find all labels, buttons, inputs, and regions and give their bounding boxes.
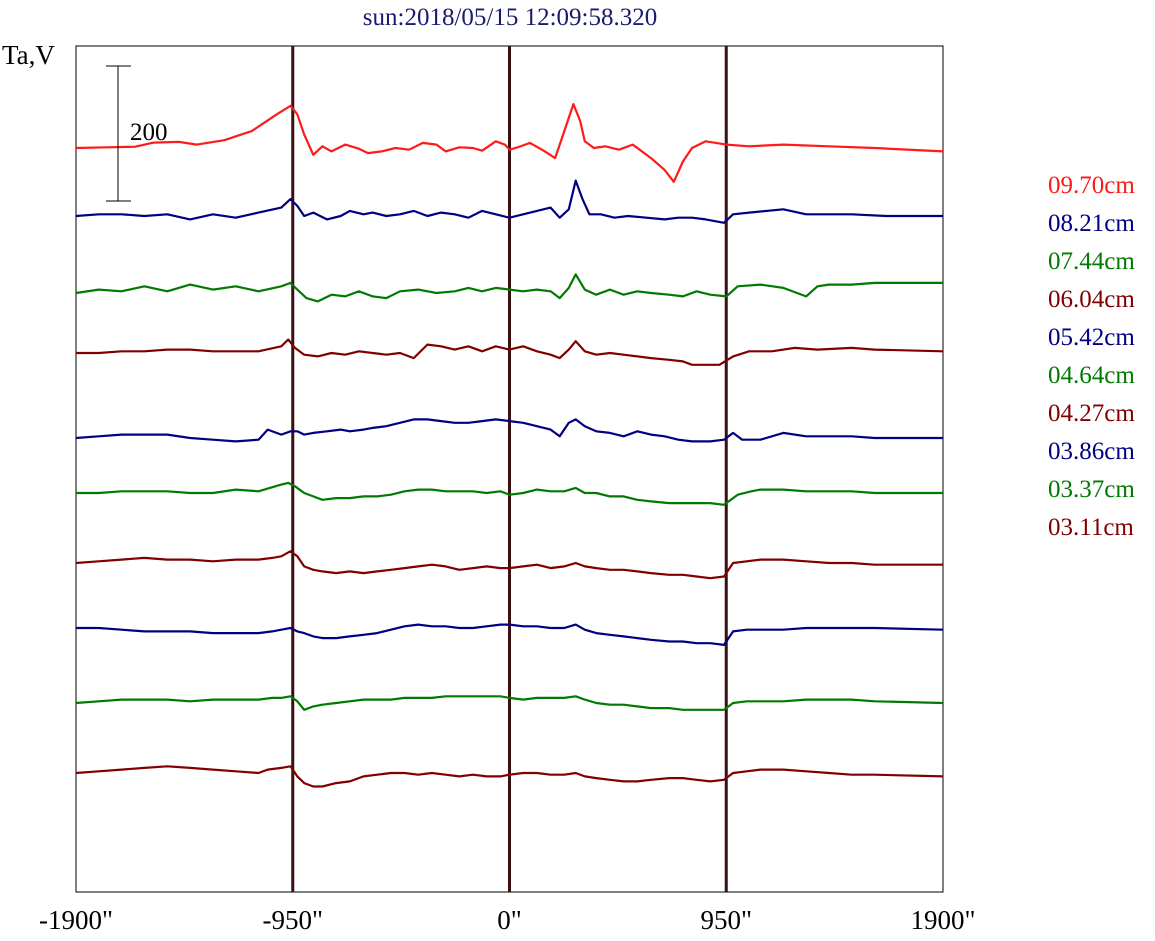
series-line-05.42cm bbox=[75, 418, 943, 443]
x-tick-label: -1900" bbox=[38, 905, 114, 935]
x-tick-label: 1900" bbox=[910, 905, 976, 935]
series-line-07.44cm bbox=[75, 273, 943, 303]
legend-item: 04.27cm bbox=[1048, 400, 1135, 427]
legend-item: 03.37cm bbox=[1048, 476, 1135, 503]
x-tick-label: 950" bbox=[700, 905, 753, 935]
legend-item: 07.44cm bbox=[1048, 248, 1135, 275]
legend-item: 04.64cm bbox=[1048, 362, 1135, 389]
x-tick-label: 0" bbox=[497, 905, 522, 935]
series-line-03.86cm bbox=[76, 623, 944, 647]
series-group bbox=[75, 102, 944, 788]
series-line-09.70cm bbox=[75, 102, 944, 183]
legend-item: 05.42cm bbox=[1048, 324, 1135, 351]
legend-item: 09.70cm bbox=[1048, 172, 1135, 199]
legend-item: 08.21cm bbox=[1048, 210, 1135, 237]
legend-item: 06.04cm bbox=[1048, 286, 1135, 313]
legend-item: 03.11cm bbox=[1048, 514, 1134, 541]
series-line-03.37cm bbox=[75, 695, 944, 711]
series-line-04.27cm bbox=[75, 550, 943, 580]
series-line-08.21cm bbox=[75, 179, 943, 224]
series-line-03.11cm bbox=[75, 765, 944, 788]
scale-bar bbox=[106, 65, 131, 202]
vertical-markers bbox=[291, 46, 728, 892]
series-line-04.64cm bbox=[76, 481, 943, 506]
legend-item: 03.86cm bbox=[1048, 438, 1135, 465]
series-line-06.04cm bbox=[76, 338, 944, 366]
scale-bar-label: 200 bbox=[130, 119, 168, 146]
chart-title: sun:2018/05/15 12:09:58.320 bbox=[362, 4, 658, 31]
y-axis-label: Ta,V bbox=[2, 40, 55, 70]
legend: 09.70cm 08.21cm 07.44cm 06.04cm 05.42cm 04.64… bbox=[1048, 171, 1135, 551]
x-tick-label: -950" bbox=[262, 905, 324, 935]
